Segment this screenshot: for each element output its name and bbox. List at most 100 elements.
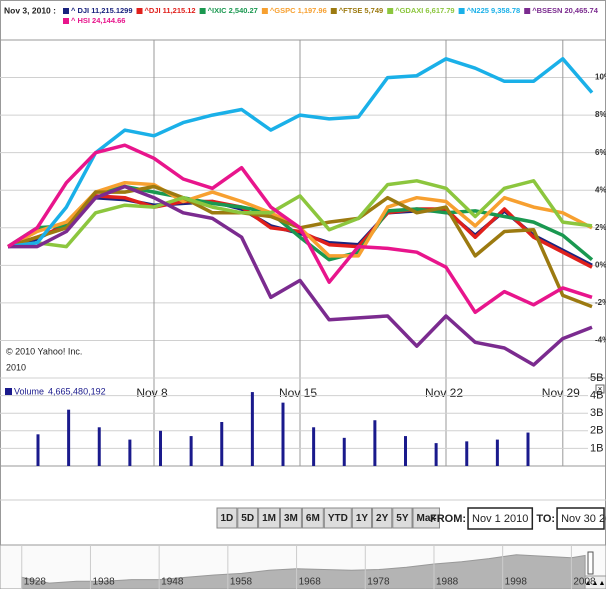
legend-swatch [524, 8, 531, 14]
volume-bar [526, 432, 530, 466]
from-value: Nov 1 2010 [472, 513, 528, 525]
legend-label: ^FTSE 5,749 [339, 6, 383, 15]
range-button-label: 3M [284, 513, 298, 524]
legend-label: ^BSESN 20,465.74 [532, 6, 598, 15]
close-icon[interactable] [595, 384, 605, 394]
range-button[interactable]: 1M [258, 507, 280, 529]
volume-bar [404, 436, 407, 466]
to-label: TO: [536, 513, 555, 525]
overview-handle[interactable] [587, 551, 594, 575]
range-button-bg [392, 507, 413, 529]
y-tick-label: 4% [595, 185, 606, 194]
x-tick-label: 1948 [161, 577, 184, 588]
legend-swatch [330, 8, 337, 14]
y-tick-label: 3B [590, 407, 603, 419]
range-button-bg [351, 507, 373, 529]
x-tick-label: Nov 8 [136, 386, 168, 400]
range-button-bg [216, 507, 238, 529]
legend-label: ^IXIC 2,540.27 [208, 6, 258, 15]
y-tick-label: -4% [595, 336, 606, 345]
range-button-bg [237, 507, 259, 529]
y-tick-label: 5B [590, 372, 603, 384]
to-input[interactable] [556, 507, 605, 530]
year-note: 2010 [6, 362, 26, 372]
range-button[interactable]: 3M [280, 507, 302, 529]
x-tick-label: 1968 [299, 577, 322, 588]
volume-bar [36, 434, 40, 466]
range-button[interactable]: 1Y [351, 507, 373, 529]
x-tick-label: 1998 [505, 577, 528, 588]
legend-label: ^N225 9,358.78 [467, 6, 521, 15]
x-tick-label: 1978 [367, 577, 390, 588]
volume-bar [189, 436, 193, 466]
overview-area [21, 554, 586, 589]
y-tick-label: -2% [595, 298, 606, 307]
y-tick-label: 6% [595, 148, 606, 157]
range-button[interactable]: 1D [216, 507, 238, 529]
range-button[interactable]: 5D [237, 507, 259, 529]
range-button[interactable]: YTD [323, 507, 352, 529]
range-button-bg [301, 507, 324, 529]
volume-bar [465, 441, 469, 466]
legend-label: ^ HSI 24,144.66 [71, 16, 125, 25]
legend-label: ^GDAXI 6,617.79 [395, 6, 454, 15]
from-label: FROM: [430, 513, 466, 525]
volume-bar [67, 409, 71, 466]
range-button-label: 6M [306, 513, 320, 524]
range-button-label: 1D [221, 513, 234, 524]
x-tick-label: 1928 [24, 577, 47, 588]
legend-swatch [136, 8, 143, 14]
series-line [7, 179, 593, 249]
volume-legend-value: 4,665,480,192 [48, 386, 106, 396]
range-button[interactable]: 2Y [372, 507, 393, 529]
volume-legend-label: Volume [14, 386, 44, 396]
legend-swatch [63, 18, 69, 24]
range-button-bg [323, 507, 352, 529]
y-tick-label: 2B [590, 425, 603, 437]
volume-bar [373, 420, 377, 466]
range-button-bg [258, 507, 280, 529]
y-tick-label: 4B [590, 390, 603, 402]
close-icon-glyph: × [598, 385, 603, 394]
range-button-label: Max [417, 513, 437, 524]
range-button-bg [412, 507, 440, 529]
x-tick-label: 1958 [230, 577, 253, 588]
x-tick-label: Nov 15 [279, 386, 317, 400]
legend-swatch [261, 8, 268, 14]
volume-bar [281, 402, 285, 466]
range-button[interactable]: 6M [301, 507, 324, 529]
volume-bar [342, 437, 346, 466]
y-tick-label: 1B [590, 442, 603, 454]
series-line [7, 143, 593, 315]
range-button-label: YTD [328, 513, 348, 524]
legend-label: ^ DJI 11,215.1299 [71, 6, 133, 15]
volume-bar [434, 443, 438, 466]
volume-bar [312, 427, 316, 466]
x-tick-label: 1988 [436, 577, 459, 588]
legend-title: Nov 3, 2010 : [4, 5, 56, 15]
volume-bar [128, 439, 132, 466]
y-tick-label: 0% [595, 260, 606, 269]
range-button-label: 1Y [356, 513, 369, 524]
range-button[interactable]: 5Y [392, 507, 413, 529]
volume-bar [495, 439, 499, 466]
scroll-glyph: ▲▲▲ [585, 580, 606, 587]
y-tick-label: 10% [595, 73, 606, 82]
legend-swatch [387, 8, 394, 14]
range-button[interactable]: Max [412, 507, 440, 529]
copyright: © 2010 Yahoo! Inc. [6, 346, 82, 356]
range-button-bg [372, 507, 393, 529]
volume-bar [97, 427, 101, 466]
range-button-bg [280, 507, 302, 529]
legend-swatch [199, 8, 206, 14]
legend-label: ^DJI 11,215.12 [145, 6, 196, 15]
x-tick-label: Nov 29 [542, 386, 580, 400]
legend-label: ^GSPC 1,197.96 [270, 6, 327, 15]
from-input[interactable] [467, 507, 534, 530]
x-tick-label: Nov 22 [425, 386, 463, 400]
y-tick-label: 2% [595, 223, 606, 232]
x-tick-label: 1938 [92, 577, 115, 588]
legend-swatch [458, 8, 465, 14]
